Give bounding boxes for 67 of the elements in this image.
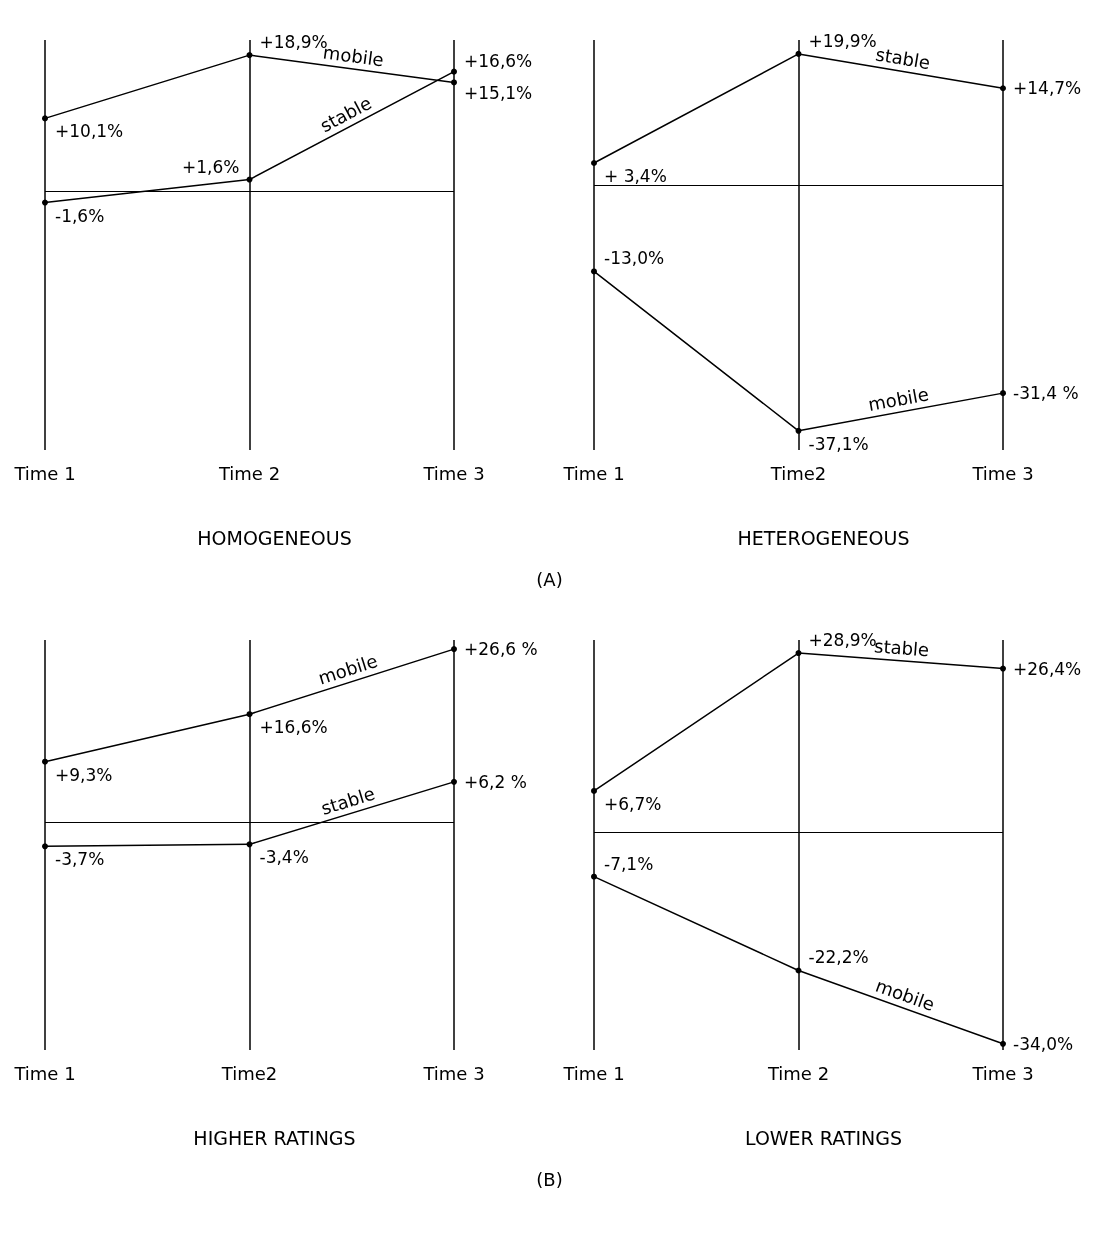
text: stable [318, 782, 378, 819]
text: mobile [866, 383, 931, 416]
data-label: +1,6% [182, 156, 240, 177]
point [591, 160, 597, 166]
point [451, 646, 457, 653]
point [591, 268, 597, 275]
data-label: +9,3% [55, 764, 113, 785]
text: mobile [872, 974, 938, 1016]
x-tick-label: Time 3 [971, 462, 1034, 484]
text: (A) [535, 568, 564, 592]
data-label: -13,0% [604, 248, 665, 269]
point [1000, 665, 1006, 672]
data-label: +19,9% [808, 30, 877, 51]
data-label: +10,1% [55, 121, 124, 142]
x-tick-label: Time 2 [217, 462, 281, 484]
x-tick-label: Time2 [769, 462, 827, 484]
data-label: -22,2% [808, 947, 869, 968]
text: (B) [535, 1168, 564, 1192]
point [591, 787, 597, 794]
point [1000, 390, 1006, 397]
data-label: -31,4 % [1013, 383, 1079, 404]
point [451, 79, 457, 86]
data-label: -37,1% [808, 433, 869, 454]
data-label: -7,1% [604, 853, 654, 874]
text: LOWER RATINGS [744, 1126, 903, 1149]
point [246, 52, 253, 59]
text: HIGHER RATINGS [193, 1126, 356, 1149]
data-label: +6,2 % [464, 771, 527, 792]
x-tick-label: Time 1 [562, 1062, 625, 1084]
text: mobile [315, 650, 381, 689]
point [451, 68, 457, 75]
x-tick-label: Time 2 [766, 1062, 830, 1084]
data-label: +26,4% [1013, 658, 1082, 679]
text: HETEROGENEOUS [737, 526, 910, 549]
data-label: -1,6% [55, 205, 105, 226]
point [795, 427, 802, 434]
point [42, 758, 48, 765]
data-label: -3,7% [55, 849, 105, 870]
text: HOMOGENEOUS [197, 526, 352, 549]
point [42, 843, 48, 850]
point [1000, 85, 1006, 92]
data-label: +14,7% [1013, 78, 1082, 99]
x-tick-label: Time 1 [13, 462, 76, 484]
x-tick-label: Time 1 [562, 462, 625, 484]
x-tick-label: Time 3 [422, 1062, 485, 1084]
x-tick-label: Time 1 [13, 1062, 76, 1084]
data-label: +6,7% [604, 793, 662, 814]
point [451, 778, 457, 785]
x-tick-label: Time 3 [422, 462, 485, 484]
x-tick-label: Time 3 [971, 1062, 1034, 1084]
data-label: +16,6% [464, 50, 533, 71]
data-label: -34,0% [1013, 1033, 1074, 1054]
point [246, 711, 253, 718]
data-label: -3,4% [259, 847, 309, 868]
point [795, 650, 802, 657]
point [1000, 1040, 1006, 1047]
point [795, 50, 802, 57]
point [42, 115, 48, 122]
data-label: +26,6 % [464, 639, 538, 660]
point [42, 199, 48, 206]
data-label: +15,1% [464, 83, 533, 104]
x-tick-label: Time2 [220, 1062, 278, 1084]
point [246, 176, 253, 183]
data-label: +16,6% [259, 717, 328, 738]
data-label: + 3,4% [604, 166, 667, 186]
point [591, 873, 597, 880]
point [795, 967, 802, 974]
